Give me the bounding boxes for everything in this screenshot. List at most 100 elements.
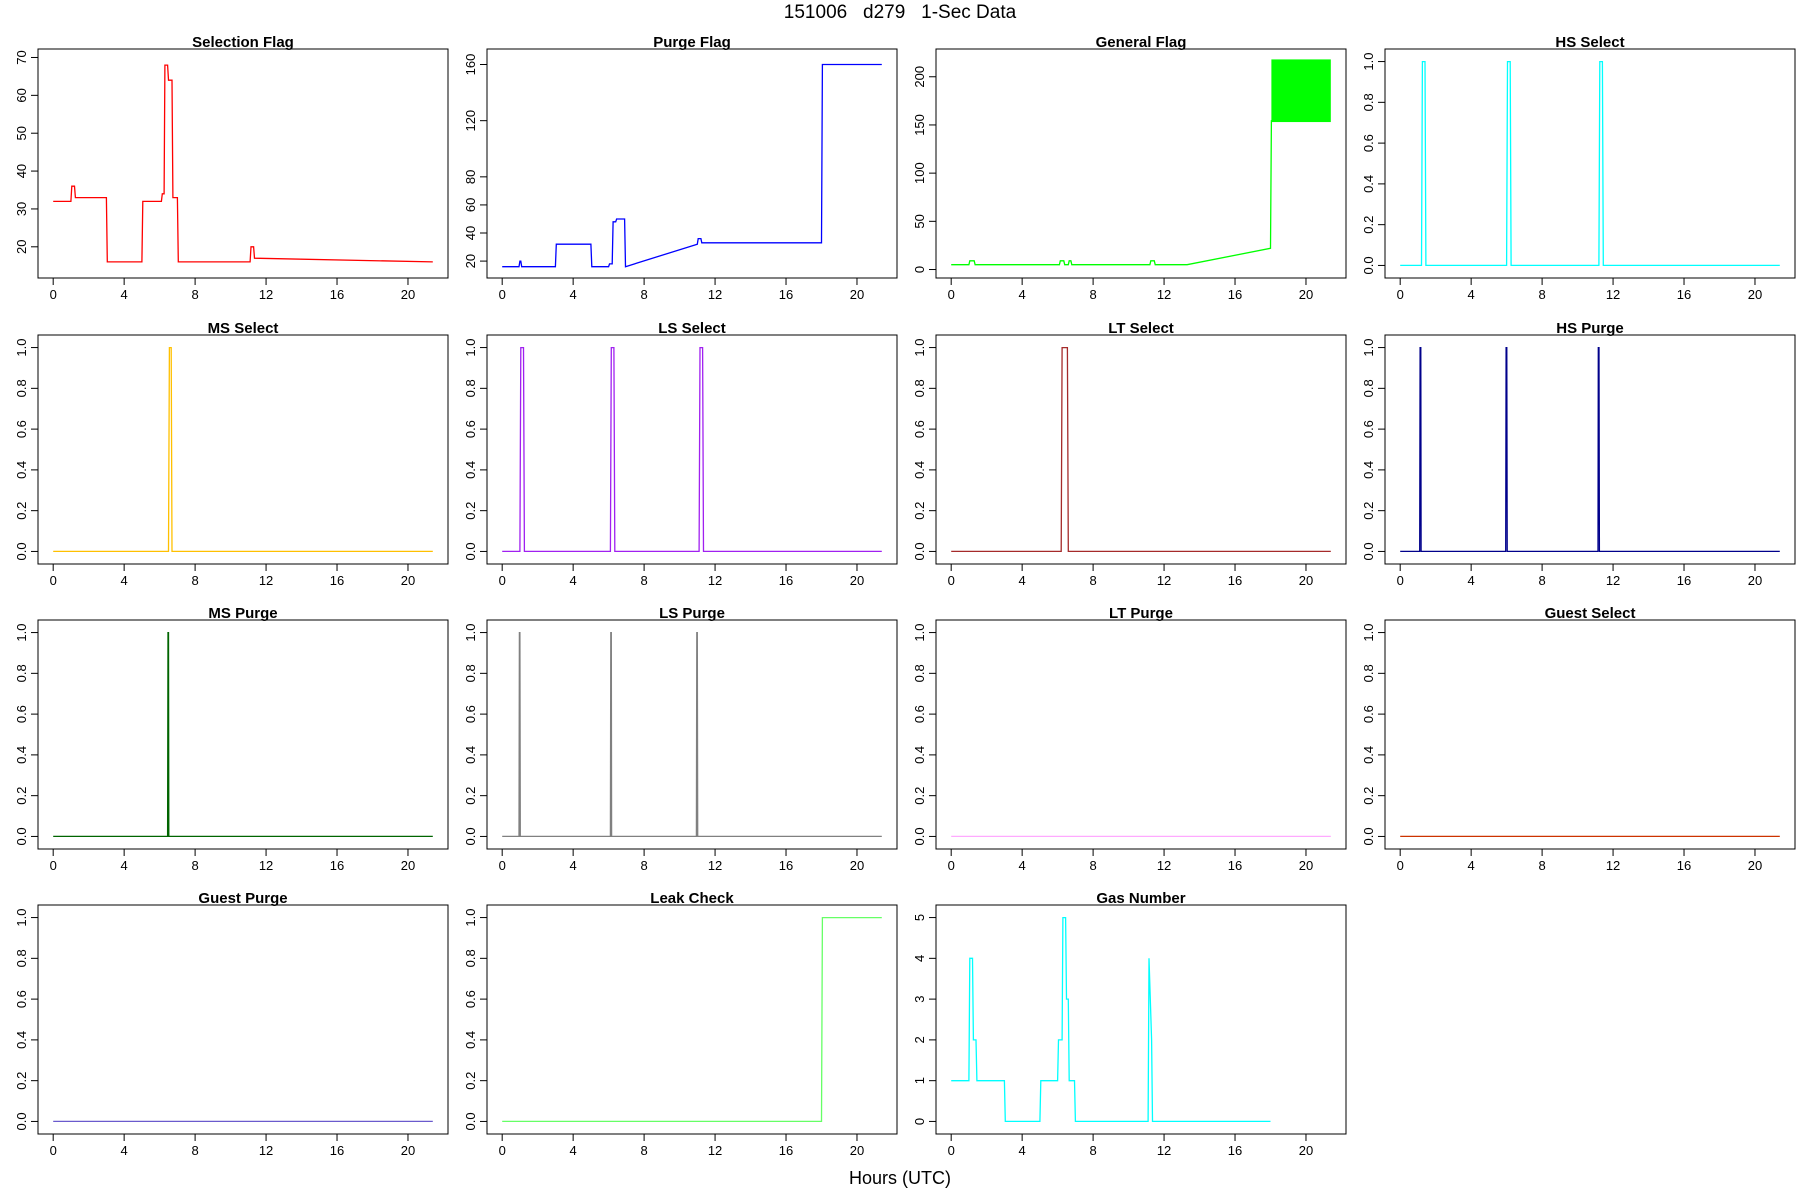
y-tick-label: 0.2 [14,502,29,520]
y-tick-label: 40 [463,226,478,240]
panel-2: Purge Flag 0 4 8 12 16 20 20 40 60 80 120 160 [463,34,898,302]
x-tick-label: 4 [570,287,577,302]
plot-frame [37,334,449,565]
x-tick-label: 0 [1397,573,1404,588]
y-tick-label: 0.4 [14,461,29,479]
x-tick-label: 20 [1748,573,1762,588]
y-tick-label: 0.4 [463,1031,478,1049]
plot-frame [37,48,449,279]
x-tick-label: 20 [1299,573,1313,588]
data-series-line [1400,346,1780,553]
x-tick-label: 8 [191,287,198,302]
y-tick-label: 40 [14,164,29,178]
y-tick-label: 1.0 [14,339,29,357]
plot-frame [1384,619,1796,850]
y-tick-label: 0.0 [463,827,478,845]
y-tick-label: 3 [912,995,927,1002]
x-tick-label: 16 [330,858,344,873]
x-tick-label: 16 [1228,1143,1242,1158]
y-tick-label: 0 [912,1118,927,1125]
panel-8: HS Purge 0 4 8 12 16 20 0.0 0.2 0.4 0.6 0.8 1.0 [1361,320,1796,588]
y-tick-label: 120 [463,110,478,132]
x-tick-label: 16 [330,287,344,302]
x-tick-label: 8 [1089,858,1096,873]
x-tick-label: 12 [259,287,273,302]
x-tick-label: 20 [1299,1143,1313,1158]
y-tick-label: 0.8 [14,664,29,682]
x-tick-label: 4 [1019,1143,1026,1158]
panel-14: Leak Check 0 4 8 12 16 20 0.0 0.2 0.4 0.6 0.8 1.0 [463,890,898,1158]
x-tick-label: 0 [948,573,955,588]
x-tick-label: 20 [850,573,864,588]
y-tick-label: 0.4 [463,746,478,764]
x-tick-label: 16 [779,858,793,873]
y-tick-label: 5 [912,914,927,921]
y-tick-label: 20 [14,240,29,254]
x-axis-title: Hours (UTC) [849,1168,951,1188]
x-tick-label: 12 [1157,287,1171,302]
y-tick-label: 0.0 [912,827,927,845]
data-series-line [53,64,433,263]
plot-frame [37,619,449,850]
panel-9: MS Purge 0 4 8 12 16 20 0.0 0.2 0.4 0.6 0.8 1.0 [14,605,449,873]
figure-title: 151006 d279 1-Sec Data [783,2,1017,23]
x-tick-label: 8 [191,858,198,873]
x-tick-label: 12 [259,1143,273,1158]
plot-frame [37,904,449,1135]
panel-12: Guest Select 0 4 8 12 16 20 0.0 0.2 0.4 0.6 0.8 1.0 [1361,605,1796,873]
x-tick-label: 4 [570,858,577,873]
y-tick-label: 0.2 [14,787,29,805]
x-tick-label: 16 [1228,858,1242,873]
y-tick-label: 0.4 [912,461,927,479]
x-tick-label: 8 [191,573,198,588]
x-tick-label: 8 [1538,573,1545,588]
panel-title: LT Select [1108,320,1174,337]
y-tick-label: 0.8 [912,379,927,397]
x-tick-label: 20 [1748,858,1762,873]
x-tick-label: 20 [850,287,864,302]
y-tick-label: 1.0 [1361,53,1376,71]
data-series-line [502,63,882,268]
x-tick-label: 8 [1089,287,1096,302]
plot-frame [1384,48,1796,279]
panel-6: LS Select 0 4 8 12 16 20 0.0 0.2 0.4 0.6 0.8 1.0 [463,320,898,588]
y-tick-label: 1 [912,1077,927,1084]
x-tick-label: 8 [1089,1143,1096,1158]
y-tick-label: 0.0 [14,827,29,845]
panel-13: Guest Purge 0 4 8 12 16 20 0.0 0.2 0.4 0.6 0.8 1.0 [14,890,449,1158]
y-tick-label: 0.8 [14,949,29,967]
x-tick-label: 16 [1677,573,1691,588]
y-tick-label: 0.8 [912,664,927,682]
x-tick-label: 0 [1397,858,1404,873]
y-tick-label: 0.6 [912,705,927,723]
x-tick-label: 8 [640,573,647,588]
data-series-line [502,346,882,553]
data-series-line [502,916,882,1123]
x-tick-label: 20 [1299,287,1313,302]
x-tick-label: 12 [1606,858,1620,873]
x-tick-label: 4 [570,573,577,588]
plot-frame [935,619,1347,850]
x-tick-label: 12 [259,858,273,873]
y-tick-label: 0.4 [912,746,927,764]
x-tick-label: 0 [1397,287,1404,302]
x-tick-label: 12 [1606,573,1620,588]
y-tick-label: 0.4 [14,746,29,764]
data-series-line [53,346,433,553]
data-series-line [951,346,1331,553]
y-tick-label: 1.0 [14,909,29,927]
y-tick-label: 0.4 [1361,175,1376,193]
panel-title: Selection Flag [192,34,294,51]
y-tick-label: 0.4 [1361,746,1376,764]
x-tick-label: 4 [121,573,128,588]
y-tick-label: 50 [912,214,927,228]
x-tick-label: 12 [1157,1143,1171,1158]
x-tick-label: 16 [779,1143,793,1158]
x-tick-label: 4 [121,1143,128,1158]
plot-frame [935,904,1347,1135]
x-tick-label: 20 [401,1143,415,1158]
panel-title: HS Purge [1556,320,1624,337]
x-tick-label: 4 [121,287,128,302]
